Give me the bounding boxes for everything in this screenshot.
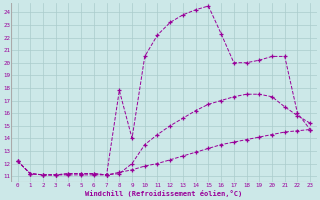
X-axis label: Windchill (Refroidissement éolien,°C): Windchill (Refroidissement éolien,°C): [85, 190, 243, 197]
